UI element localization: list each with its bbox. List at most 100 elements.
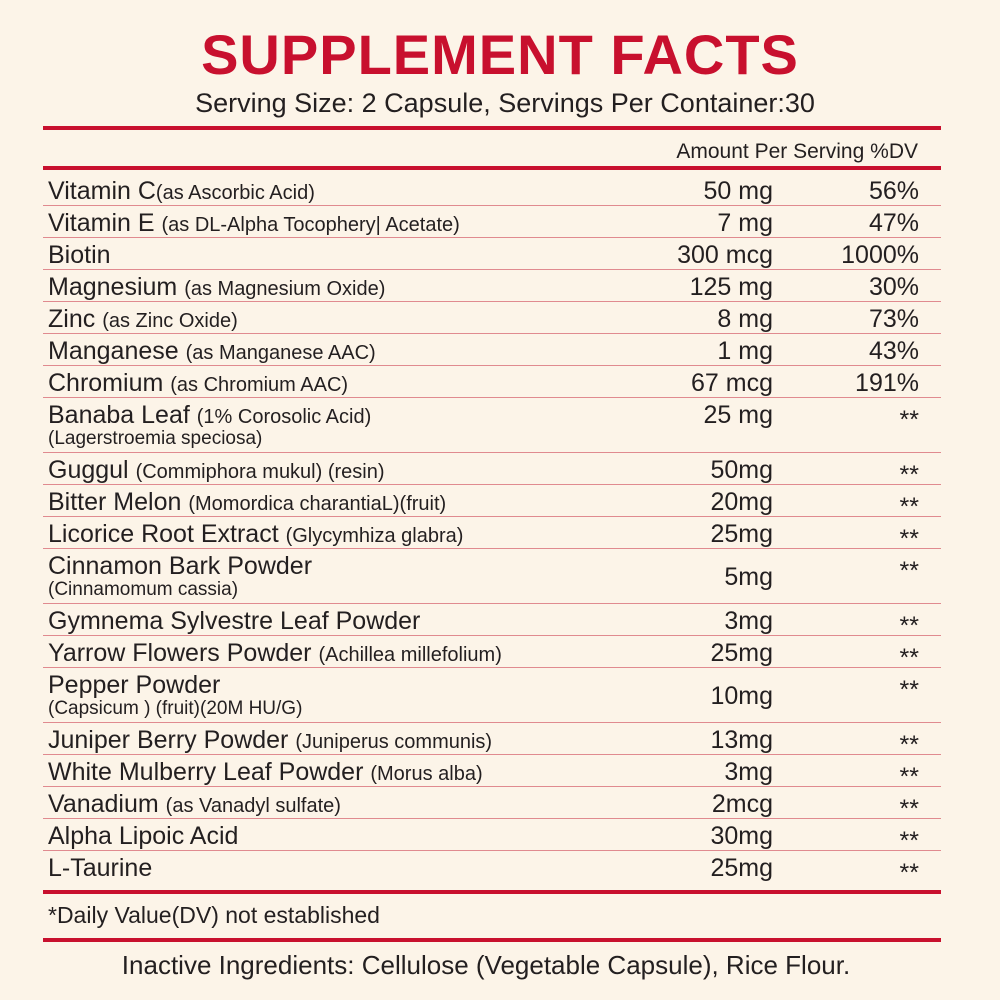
- table: Vitamin C(as Ascorbic Acid) 50 mg 56% Vitam…: [43, 174, 941, 887]
- daily-value: 191%: [855, 369, 919, 397]
- ingredient-note: (as Magnesium Oxide): [184, 278, 386, 300]
- amount: 300 mcg: [677, 241, 773, 269]
- ingredient: Magnesium (as Magnesium Oxide): [48, 273, 385, 302]
- ingredient-note: (1% Corosolic Acid): [196, 406, 372, 428]
- daily-value: **: [899, 676, 919, 704]
- ingredient-name: Alpha Lipoic Acid: [48, 822, 239, 850]
- amount: 7 mg: [717, 209, 773, 237]
- ingredient-name: Licorice Root Extract: [48, 520, 279, 548]
- amount: 3mg: [724, 607, 773, 635]
- row: Biotin 300 mcg 1000%: [43, 238, 941, 270]
- ingredient: Pepper Powder: [48, 671, 220, 700]
- row: Juniper Berry Powder (Juniperus communis…: [43, 723, 941, 759]
- amount: 25mg: [710, 520, 773, 548]
- daily-value: **: [899, 763, 919, 791]
- ingredient-note: (as Vanadyl sulfate): [165, 795, 341, 817]
- ingredient-name: Cinnamon Bark Powder: [48, 552, 313, 580]
- ingredient-name: Guggul: [48, 456, 129, 484]
- amount: 5mg: [724, 563, 773, 591]
- ingredient: Chromium (as Chromium AAC): [48, 369, 348, 398]
- divider: [43, 938, 941, 942]
- daily-value: **: [899, 557, 919, 585]
- ingredient-name: Vitamin C: [48, 177, 156, 205]
- row: Zinc (as Zinc Oxide) 8 mg 73%: [43, 302, 941, 334]
- ingredient-note: (Morus alba): [370, 763, 483, 785]
- amount: 67 mcg: [691, 369, 773, 397]
- ingredient: L-Taurine: [48, 854, 152, 883]
- daily-value: 43%: [868, 337, 919, 365]
- daily-value: **: [899, 461, 919, 489]
- daily-value: 47%: [868, 209, 919, 237]
- amount: 50mg: [710, 456, 773, 484]
- ingredient-note: (Juniperus communis): [295, 731, 493, 753]
- amount: 30mg: [710, 822, 773, 850]
- ingredient-note: (Commiphora mukul) (resin): [135, 461, 385, 483]
- daily-value: **: [899, 859, 919, 887]
- amount: 13mg: [710, 726, 773, 754]
- amount: 3mg: [724, 758, 773, 786]
- amount: 125 mg: [689, 273, 773, 301]
- divider: [43, 166, 941, 170]
- ingredient-name: Bitter Melon: [48, 488, 182, 516]
- ingredient-name: Vitamin E: [48, 209, 155, 237]
- ingredient-note: (as Zinc Oxide): [102, 310, 238, 332]
- footnote: *Daily Value(DV) not established: [48, 902, 380, 928]
- ingredient-note: (as Manganese AAC): [185, 342, 376, 364]
- ingredient-note: (as DL-Alpha Tocophery| Acetate): [161, 214, 460, 236]
- title: SUPPLEMENT FACTS: [201, 23, 799, 86]
- row: Bitter Melon (Momordica charantiaL)(frui…: [43, 485, 941, 521]
- row: Licorice Root Extract (Glycymhiza glabra…: [43, 517, 941, 553]
- ingredient-name: L-Taurine: [48, 854, 153, 882]
- ingredient: Yarrow Flowers Powder (Achillea millefol…: [48, 639, 502, 668]
- ingredient-name: Chromium: [48, 369, 164, 397]
- ingredient: White Mulberry Leaf Powder (Morus alba): [48, 758, 483, 787]
- ingredient: Bitter Melon (Momordica charantiaL)(frui…: [48, 488, 446, 517]
- amount: 10mg: [710, 682, 773, 710]
- ingredient: Banaba Leaf (1% Corosolic Acid): [48, 401, 371, 430]
- ingredient: Manganese (as Manganese AAC): [48, 337, 376, 366]
- ingredient-name: Zinc: [48, 305, 96, 333]
- row: Vitamin E (as DL-Alpha Tocophery| Acetat…: [43, 206, 941, 238]
- daily-value: **: [899, 406, 919, 434]
- ingredient-name: White Mulberry Leaf Powder: [48, 758, 364, 786]
- row: Gymnema Sylvestre Leaf Powder 3mg **: [43, 604, 941, 640]
- row: Magnesium (as Magnesium Oxide) 125 mg 30%: [43, 270, 941, 302]
- ingredient-name: Banaba Leaf: [48, 401, 190, 429]
- divider: [43, 890, 941, 894]
- serving-size: Serving Size: 2 Capsule, Servings Per Co…: [195, 88, 815, 118]
- amount: 25mg: [710, 854, 773, 882]
- daily-value: 1000%: [841, 241, 919, 269]
- ingredient-name: Yarrow Flowers Powder: [48, 639, 312, 667]
- ingredient-note: (as Chromium AAC): [170, 374, 349, 396]
- ingredient-source: (Capsicum ) (fruit)(20M HU/G): [48, 698, 303, 719]
- daily-value: **: [899, 731, 919, 759]
- header: Amount Per Serving %DV: [43, 140, 918, 164]
- ingredient-note: (Glycymhiza glabra): [285, 525, 464, 547]
- row: Manganese (as Manganese AAC) 1 mg 43%: [43, 334, 941, 366]
- ingredient: Vitamin E (as DL-Alpha Tocophery| Acetat…: [48, 209, 460, 238]
- daily-value: **: [899, 827, 919, 855]
- row: Pepper Powder (Capsicum ) (fruit)(20M HU/…: [43, 668, 941, 723]
- ingredient-name: Biotin: [48, 241, 111, 269]
- row: Vitamin C(as Ascorbic Acid) 50 mg 56%: [43, 174, 941, 206]
- row: Vanadium (as Vanadyl sulfate) 2mcg **: [43, 787, 941, 823]
- daily-value: **: [899, 644, 919, 672]
- ingredient-name: Juniper Berry Powder: [48, 726, 289, 754]
- amount: 50 mg: [703, 177, 773, 205]
- ingredient: Zinc (as Zinc Oxide): [48, 305, 238, 334]
- ingredient: Cinnamon Bark Powder: [48, 552, 312, 581]
- ingredient: Vitamin C(as Ascorbic Acid): [48, 177, 315, 206]
- ingredient: Gymnema Sylvestre Leaf Powder: [48, 607, 420, 636]
- ingredient-name: Manganese: [48, 337, 179, 365]
- ingredient: Vanadium (as Vanadyl sulfate): [48, 790, 341, 819]
- daily-value: 56%: [868, 177, 919, 205]
- ingredient-name: Vanadium: [48, 790, 159, 818]
- amount-header: Amount Per Serving: [676, 140, 865, 163]
- amount: 25mg: [710, 639, 773, 667]
- row: White Mulberry Leaf Powder (Morus alba) 3…: [43, 755, 941, 791]
- row: L-Taurine 25mg **: [43, 851, 941, 887]
- divider: [43, 126, 941, 130]
- ingredient: Juniper Berry Powder (Juniperus communis…: [48, 726, 492, 755]
- ingredient: Licorice Root Extract (Glycymhiza glabra…: [48, 520, 463, 549]
